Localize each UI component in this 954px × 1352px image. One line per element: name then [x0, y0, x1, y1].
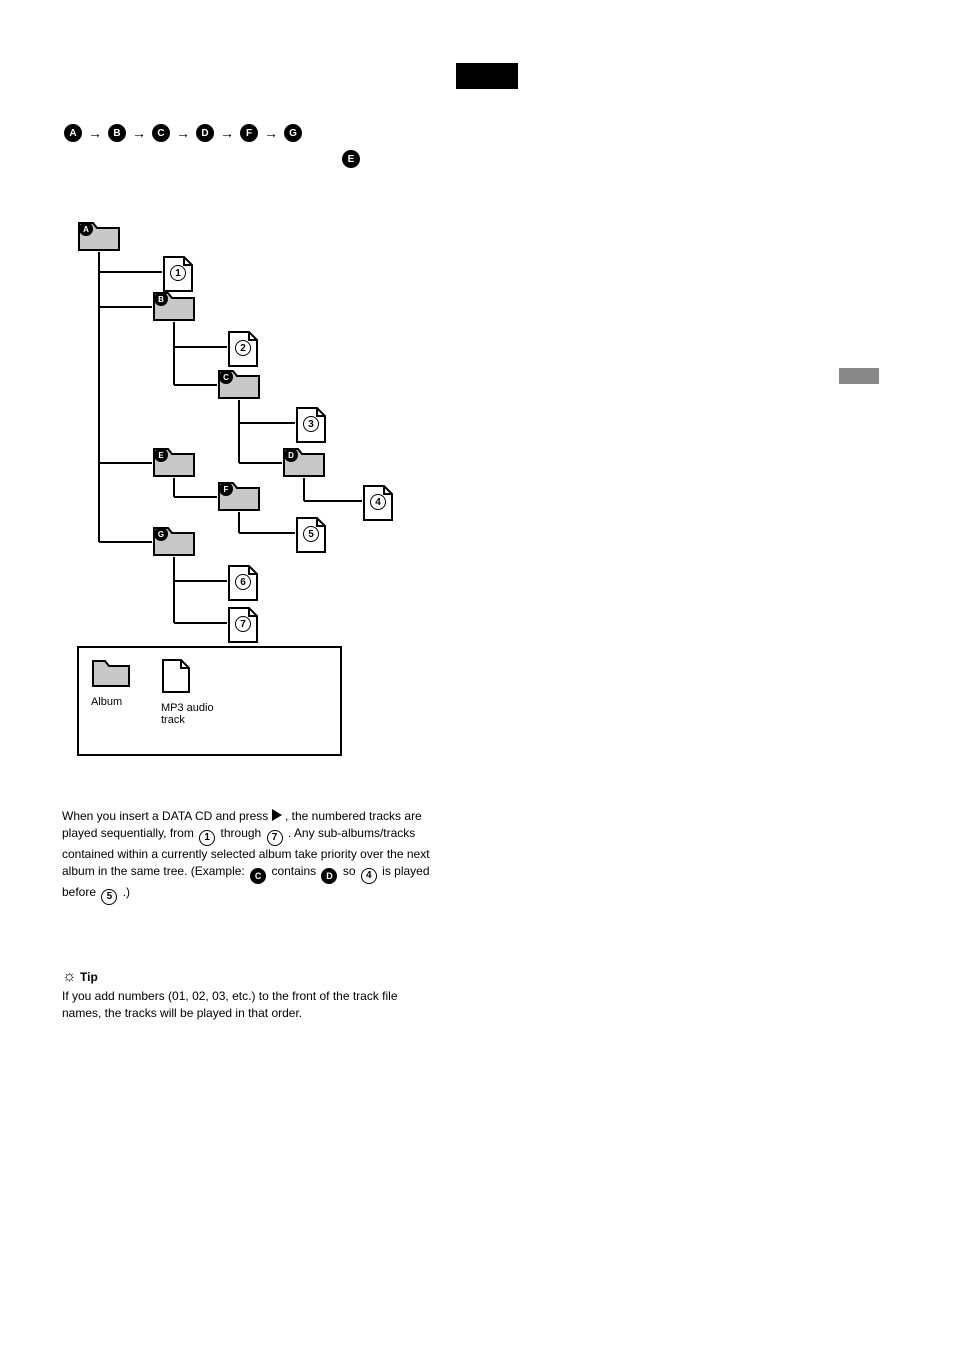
num-4-inline: 4	[361, 868, 377, 884]
header-black-box	[456, 63, 518, 89]
folder-badge-b: B	[154, 292, 168, 306]
p1-between: through	[221, 826, 265, 840]
legend-folder-label: Album	[91, 696, 122, 708]
num-7-inline: 7	[267, 830, 283, 846]
file-num-4: 4	[370, 494, 386, 510]
file-num-6: 6	[235, 574, 251, 590]
num-1-inline: 1	[199, 830, 215, 846]
p1-contains: contains	[271, 864, 319, 878]
num-5-inline: 5	[101, 889, 117, 905]
sequence-letter-a: A	[64, 124, 82, 142]
sequence-letter-b: B	[108, 124, 126, 142]
file-num-5: 5	[303, 526, 319, 542]
legend-file: MP3 audiotrack	[161, 658, 214, 726]
file-num-3: 3	[303, 416, 319, 432]
folder-icon	[91, 658, 131, 688]
folder-badge-f: F	[219, 482, 233, 496]
file-num-2: 2	[235, 340, 251, 356]
arrow-icon: →	[264, 125, 278, 141]
letter-c-inline: C	[250, 868, 266, 884]
file-num-1: 1	[170, 265, 186, 281]
legend-box: Album MP3 audiotrack	[77, 646, 342, 756]
sequence-row: A → B → C → D → F → G	[62, 124, 304, 142]
file-num-7: 7	[235, 616, 251, 632]
sequence-letter-g: G	[284, 124, 302, 142]
play-icon	[272, 809, 282, 821]
sequence-letter-d: D	[196, 124, 214, 142]
p1-so: so	[343, 864, 359, 878]
legend-file-label: MP3 audiotrack	[161, 702, 214, 726]
arrow-icon: →	[132, 125, 146, 141]
arrow-icon: →	[88, 125, 102, 141]
file-icon	[161, 658, 191, 694]
sequence-letter-c: C	[152, 124, 170, 142]
p1-pre: When you insert a DATA CD and press	[62, 809, 272, 823]
tree-connectors	[77, 220, 477, 660]
tip-text: If you add numbers (01, 02, 03, etc.) to…	[62, 989, 398, 1020]
sequence-trailing-e: E	[342, 150, 360, 168]
p1-end: .)	[123, 885, 130, 899]
legend-folder: Album	[91, 658, 131, 708]
tip-icon: ☼	[62, 968, 77, 985]
tip-label: Tip	[80, 970, 98, 984]
folder-badge-g: G	[154, 527, 168, 541]
arrow-icon: →	[176, 125, 190, 141]
folder-badge-e: E	[154, 448, 168, 462]
arrow-icon: →	[220, 125, 234, 141]
folder-badge-d: D	[284, 448, 298, 462]
folder-badge-c: C	[219, 370, 233, 384]
side-tab	[839, 368, 879, 384]
tip-block: ☼ Tip If you add numbers (01, 02, 03, et…	[62, 966, 432, 1022]
paragraph-play-order: When you insert a DATA CD and press , th…	[62, 808, 432, 905]
folder-badge-a: A	[79, 222, 93, 236]
tree-diagram: A B C D E F G 1 2 3 4 5 6 7	[77, 220, 427, 650]
letter-d-inline: D	[321, 868, 337, 884]
sequence-letter-f: F	[240, 124, 258, 142]
